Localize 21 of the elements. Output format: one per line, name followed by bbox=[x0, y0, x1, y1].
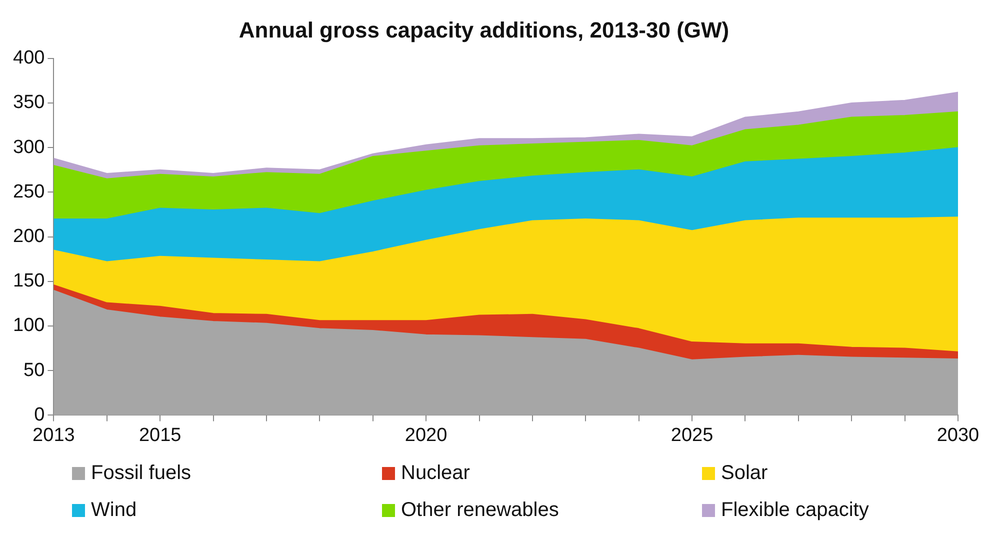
chart-title: Annual gross capacity additions, 2013-30 (GW) bbox=[238, 17, 730, 42]
legend-label: Nuclear bbox=[401, 462, 470, 485]
legend-label: Wind bbox=[91, 499, 137, 522]
y-tick-label: 350 bbox=[13, 92, 45, 114]
x-tick-label: 2013 bbox=[32, 424, 75, 446]
y-tick-label: 200 bbox=[13, 226, 45, 248]
y-tick-label: 250 bbox=[13, 181, 45, 202]
y-tick-label: 50 bbox=[24, 360, 45, 381]
x-tick-label: 2020 bbox=[404, 424, 448, 446]
legend-label: Flexible capacity bbox=[721, 499, 869, 522]
y-tick-label: 100 bbox=[13, 315, 45, 336]
legend-label: Solar bbox=[721, 462, 768, 485]
x-tick-label: 2030 bbox=[936, 424, 980, 446]
y-tick-label: 0 bbox=[34, 404, 45, 426]
y-tick-label: 400 bbox=[13, 48, 45, 69]
legend-label: Fossil fuels bbox=[91, 462, 192, 485]
x-tick-label: 2015 bbox=[138, 424, 182, 446]
y-tick-label: 150 bbox=[13, 270, 45, 292]
y-tick-label: 300 bbox=[13, 136, 45, 158]
x-tick-label: 2025 bbox=[670, 424, 714, 446]
legend-label: Other renewables bbox=[401, 499, 559, 522]
